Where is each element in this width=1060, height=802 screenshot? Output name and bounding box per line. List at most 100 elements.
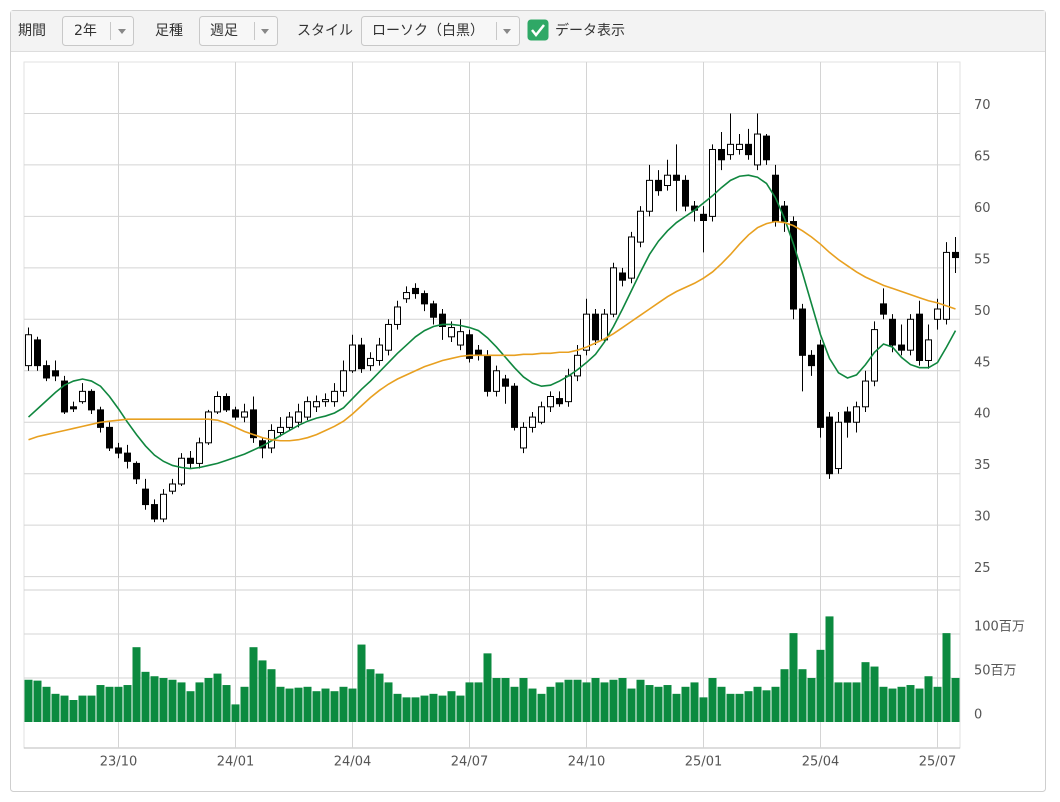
style-select[interactable]: ローソク（白黒） xyxy=(361,16,520,46)
select-box[interactable] xyxy=(62,16,134,46)
candle-body xyxy=(34,339,41,367)
candle-body xyxy=(673,174,680,181)
candle-body xyxy=(529,416,536,428)
y-tick-label: 35 xyxy=(974,458,991,473)
candle-body xyxy=(817,344,824,428)
volume-bar xyxy=(663,685,672,722)
volume-bar xyxy=(375,673,384,722)
candle-body xyxy=(97,409,104,428)
volume-bar xyxy=(825,616,834,722)
candle-body xyxy=(25,334,32,367)
interval-value[interactable]: 週足 xyxy=(210,23,238,39)
data-display-label[interactable]: データ表示 xyxy=(555,22,625,39)
data-display-checkbox[interactable]: データ表示 xyxy=(527,19,625,41)
candle-body xyxy=(376,344,383,361)
volume-bar xyxy=(33,680,42,722)
volume-bar xyxy=(897,686,906,722)
volume-bar xyxy=(24,679,33,722)
volume-bar xyxy=(465,682,474,722)
candle-body xyxy=(862,380,869,408)
candle-body xyxy=(385,323,392,351)
x-tick-label: 23/10 xyxy=(100,755,137,770)
y-tick-label: 50百万 xyxy=(974,664,1017,679)
x-tick-label: 24/04 xyxy=(334,755,371,770)
volume-bar xyxy=(690,682,699,722)
volume-bar xyxy=(861,662,870,722)
candle-body xyxy=(142,488,149,506)
volume-bar xyxy=(78,695,87,722)
candle-body xyxy=(205,411,212,444)
candle-body xyxy=(358,344,365,370)
volume-bar xyxy=(951,678,960,722)
volume-bar xyxy=(942,633,951,722)
candle-body xyxy=(727,143,734,156)
candle-body xyxy=(340,370,347,392)
volume-bar xyxy=(96,685,105,722)
volume-bar xyxy=(222,685,231,722)
interval-select[interactable]: 週足 xyxy=(199,16,278,46)
candle-body xyxy=(799,308,806,356)
volume-bar xyxy=(924,676,933,722)
volume-bar xyxy=(654,686,663,722)
y-tick-label: 60 xyxy=(974,201,991,216)
volume-bar xyxy=(501,678,510,722)
candle-body xyxy=(79,390,86,403)
checkbox-box[interactable] xyxy=(527,19,549,41)
candle-body xyxy=(232,409,239,418)
volume-bar xyxy=(240,686,249,722)
volume-bar xyxy=(168,679,177,722)
candle-body xyxy=(763,135,770,161)
volume-bar xyxy=(150,676,159,722)
select-arrow xyxy=(503,29,511,34)
volume-bar xyxy=(276,686,285,722)
volume-bar xyxy=(843,682,852,722)
volume-bar xyxy=(519,678,528,722)
candle-body xyxy=(880,303,887,315)
candle-body xyxy=(583,313,590,351)
candle-body xyxy=(223,396,230,411)
candle-body xyxy=(448,327,455,338)
volume-bar xyxy=(141,671,150,722)
candle-body xyxy=(52,370,59,377)
candle-body xyxy=(331,390,338,403)
volume-bar xyxy=(348,688,357,722)
y-tick-label: 25 xyxy=(974,561,991,576)
select-box[interactable] xyxy=(199,16,278,46)
candle-body xyxy=(115,447,122,454)
moving-average-line xyxy=(28,220,956,442)
volume-bar xyxy=(906,685,915,722)
candle-body xyxy=(70,406,77,410)
y-tick-label: 55 xyxy=(974,252,991,267)
candle-body xyxy=(610,267,617,315)
volume-bar xyxy=(870,666,879,722)
volume-bar xyxy=(177,682,186,722)
volume-bar xyxy=(195,682,204,722)
candle-body xyxy=(133,462,140,480)
candle-body xyxy=(502,378,509,387)
select-box[interactable] xyxy=(361,16,520,46)
volume-bar xyxy=(771,686,780,722)
select-arrow xyxy=(118,29,126,34)
candle-body xyxy=(538,406,545,423)
candle-body xyxy=(664,174,671,187)
candle-body xyxy=(745,143,752,156)
volume-bar xyxy=(456,695,465,722)
volume-bar xyxy=(60,695,69,722)
candle-body xyxy=(637,210,644,243)
candles xyxy=(25,113,959,523)
y-tick-label: 70 xyxy=(974,98,991,113)
period-value[interactable]: 2年 xyxy=(74,23,97,39)
style-value[interactable]: ローソク（白黒） xyxy=(372,23,484,39)
candle-body xyxy=(844,411,851,423)
volume-bar xyxy=(627,688,636,722)
candle-body xyxy=(214,396,221,413)
candle-body xyxy=(565,375,572,403)
period-select[interactable]: 2年 xyxy=(62,16,134,46)
candle-body xyxy=(295,411,302,423)
volume-bar xyxy=(384,682,393,722)
volume-bar xyxy=(582,682,591,722)
candle-body xyxy=(781,205,788,223)
candle-body xyxy=(277,426,284,434)
candle-body xyxy=(178,457,185,485)
